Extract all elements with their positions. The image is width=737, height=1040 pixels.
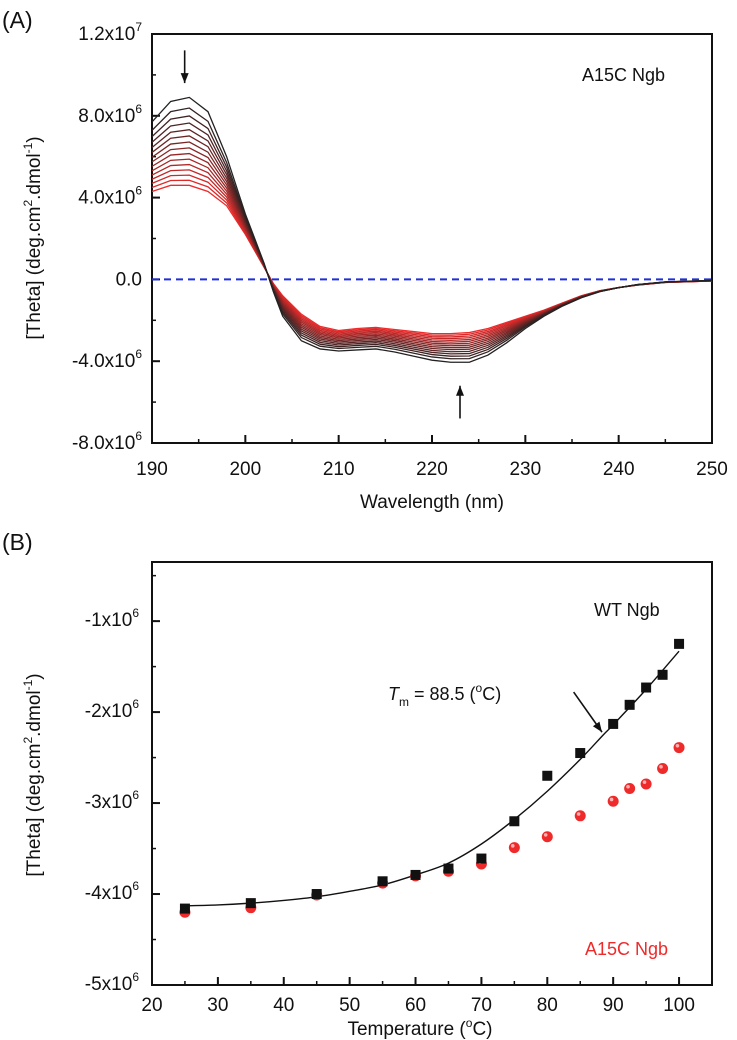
data-point-wt: [179, 903, 190, 914]
y-tick-label: -3x106: [85, 788, 140, 813]
data-point-a15c: [673, 742, 685, 754]
data-point-a15c: [508, 842, 520, 854]
data-point-wt: [509, 816, 520, 827]
x-tick-label: 210: [323, 459, 355, 480]
panel-b: (B) WT Ngb A15C Ngb Temperature (oC) [Th…: [2, 529, 713, 1040]
data-point-highlight: [659, 764, 663, 769]
data-point-wt: [476, 853, 487, 864]
data-point-highlight: [675, 743, 680, 748]
data-point-highlight: [642, 780, 647, 784]
data-point-a15c: [574, 810, 586, 822]
data-point-wt: [575, 748, 586, 759]
spectrum-curve: [151, 135, 713, 351]
y-tick-label: -4x106: [85, 879, 140, 904]
data-point-a15c: [640, 778, 652, 790]
data-point-wt: [410, 869, 421, 880]
x-tick-label: 100: [663, 995, 695, 1016]
spectrum-curve: [151, 152, 713, 345]
data-point-wt: [608, 718, 619, 729]
data-point-highlight: [626, 784, 630, 789]
x-tick-label: 220: [416, 459, 448, 480]
spectrum-curve: [151, 107, 713, 360]
x-tick-label: 250: [696, 459, 728, 480]
y-tick-label: 1.2x107: [78, 20, 142, 45]
x-tick-label: 240: [603, 459, 635, 480]
data-point-highlight: [543, 833, 548, 837]
plot-frame: [151, 561, 713, 986]
y-tick-label: 0.0: [116, 269, 142, 290]
panel-a-ylabel: [Theta] (deg.cm2.dmol-1): [21, 136, 45, 339]
fit-curve: [184, 650, 680, 907]
data-point-a15c: [541, 831, 553, 843]
spectrum-curve: [151, 147, 713, 347]
tm-arrow-head: [592, 721, 602, 733]
arrow-up-head: [456, 385, 464, 396]
spectrum-curve: [151, 141, 713, 349]
data-point-wt: [377, 876, 388, 887]
x-tick-label: 230: [509, 459, 541, 480]
data-point-wt: [245, 898, 256, 909]
tm-annotation: Tm = 88.5 (oC): [388, 681, 501, 709]
x-tick-label: 80: [537, 995, 558, 1016]
x-tick-label: 200: [229, 459, 261, 480]
x-tick-label: 40: [273, 995, 294, 1016]
x-tick-label: 60: [405, 995, 426, 1016]
data-point-a15c: [657, 762, 669, 774]
data-point-wt: [542, 770, 553, 781]
x-tick-label: 190: [136, 459, 168, 480]
data-point-highlight: [510, 844, 515, 848]
data-point-wt: [624, 699, 635, 710]
data-point-wt: [443, 863, 454, 874]
panel-a-label: (A): [2, 7, 33, 33]
panel-a: (A) A15C Ngb Wavelength (nm) [Theta] (de…: [2, 7, 728, 513]
panel-b-ylabel: [Theta] (deg.cm2.dmol-1): [21, 673, 45, 876]
spectrum-curve: [151, 96, 713, 363]
data-point-wt: [311, 889, 322, 900]
spectrum-curve: [151, 128, 713, 353]
legend-label-wt-ngb: WT Ngb: [594, 600, 660, 620]
x-tick-label: 30: [207, 995, 228, 1016]
data-point-wt: [674, 638, 685, 649]
data-point-wt: [657, 669, 668, 680]
x-tick-label: 50: [339, 995, 360, 1016]
x-tick-label: 20: [141, 995, 162, 1016]
y-tick-label: -2x106: [85, 697, 140, 722]
legend-label-a15c-ngb: A15C Ngb: [585, 939, 668, 959]
y-tick-label: -5x106: [85, 970, 140, 995]
y-tick-label: 8.0x106: [78, 102, 142, 127]
data-point-highlight: [576, 812, 581, 816]
panel-b-label: (B): [2, 529, 33, 555]
data-point-highlight: [609, 797, 614, 802]
data-point-a15c: [624, 783, 636, 795]
spectrum-curve: [151, 115, 713, 357]
spectrum-curve: [151, 122, 713, 355]
y-tick-label: -8.0x106: [72, 429, 142, 454]
plot-frame: [151, 33, 713, 444]
arrow-down-head: [180, 73, 189, 84]
data-point-a15c: [607, 795, 619, 807]
panel-b-xlabel: Temperature (oC): [347, 1016, 492, 1040]
y-tick-label: -4.0x106: [72, 347, 142, 372]
y-tick-label: -1x106: [85, 606, 140, 631]
x-tick-label: 70: [471, 995, 492, 1016]
y-tick-label: 4.0x106: [78, 184, 142, 209]
panel-a-xlabel: Wavelength (nm): [360, 492, 504, 513]
panel-a-annotation: A15C Ngb: [582, 65, 665, 85]
data-point-wt: [641, 682, 652, 693]
x-tick-label: 90: [603, 995, 624, 1016]
